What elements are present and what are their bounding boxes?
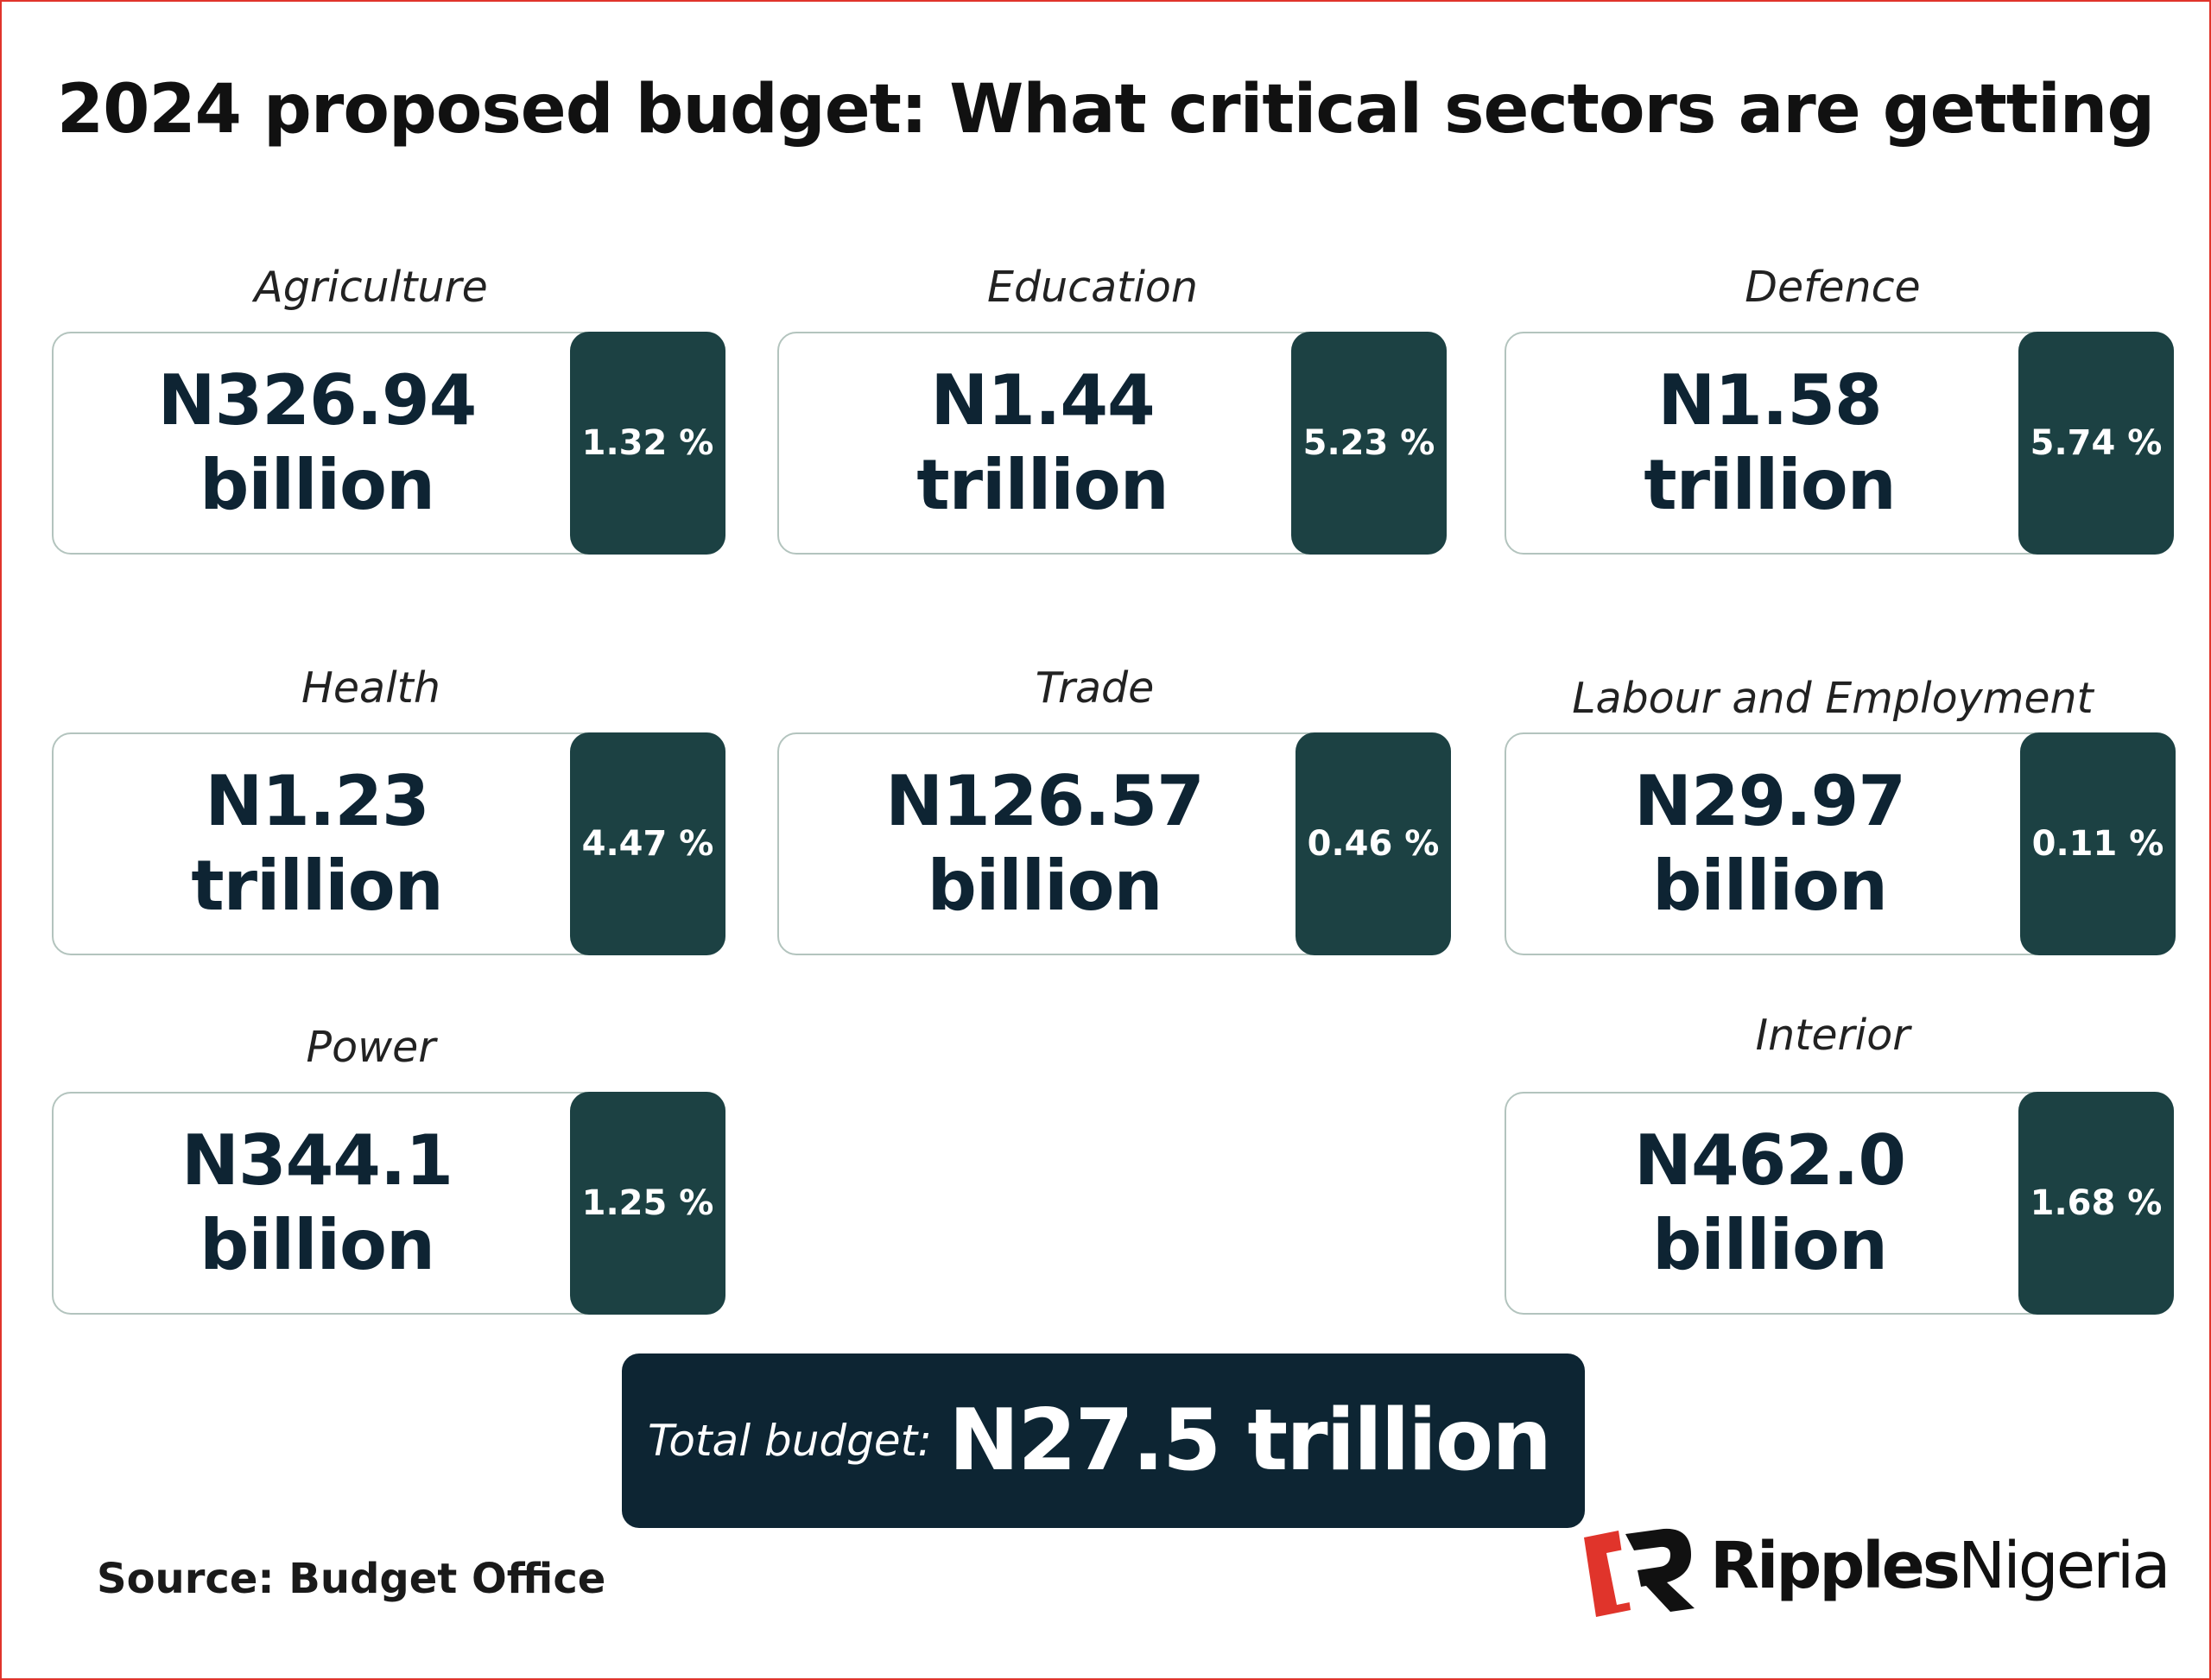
sector-share-badge: 1.68 % (2018, 1092, 2174, 1315)
sector-amount-value: N126.57 (885, 761, 1205, 841)
page-title: 2024 proposed budget: What critical sect… (56, 71, 2155, 149)
sector-amount: N462.0 billion (1506, 1094, 2033, 1313)
sector-share-badge: 1.25 % (570, 1092, 725, 1315)
sector-amount-unit: trillion (191, 846, 443, 926)
total-budget-panel: Total budget: N27.5 trillion (622, 1354, 1585, 1528)
sector-share-badge: 4.47 % (570, 732, 725, 955)
sector-amount-value: N462.0 (1634, 1120, 1906, 1201)
ripples-nigeria-logo: RipplesNigeria (1581, 1522, 2171, 1617)
sector-card-defence: N1.58 trillion 5.74 % (1505, 332, 2174, 555)
sector-label-labour-and-employment: Labour and Employment (1572, 674, 2094, 723)
sector-card-trade: N126.57 billion 0.46 % (777, 732, 1451, 955)
sector-amount-unit: billion (200, 1205, 435, 1285)
sector-amount: N126.57 billion (779, 734, 1310, 954)
sector-share-badge: 0.46 % (1296, 732, 1451, 955)
logo-wordmark-nigeria: Nigeria (1957, 1529, 2171, 1603)
sector-amount: N344.1 billion (54, 1094, 580, 1313)
sector-share-badge: 1.32 % (570, 332, 725, 555)
sector-amount: N1.58 trillion (1506, 333, 2033, 553)
total-budget-label: Total budget: (648, 1416, 933, 1466)
sector-amount-unit: billion (927, 846, 1163, 926)
sector-label-trade: Trade (1035, 663, 1155, 713)
sector-amount-value: N1.23 (205, 761, 429, 841)
sector-card-education: N1.44 trillion 5.23 % (777, 332, 1447, 555)
sector-share-badge: 5.23 % (1291, 332, 1447, 555)
sector-amount: N1.44 trillion (779, 333, 1306, 553)
sector-amount-value: N344.1 (181, 1120, 453, 1201)
sector-amount-unit: billion (1652, 846, 1888, 926)
sector-share-badge: 5.74 % (2018, 332, 2174, 555)
sector-amount: N326.94 billion (54, 333, 580, 553)
logo-wordmark: RipplesNigeria (1710, 1529, 2171, 1603)
sector-card-interior: N462.0 billion 1.68 % (1505, 1092, 2174, 1315)
sector-label-interior: Interior (1755, 1011, 1910, 1060)
sector-label-defence: Defence (1745, 263, 1921, 312)
logo-wordmark-ripples: Ripples (1710, 1529, 1961, 1603)
source-note: Source: Budget Office (97, 1555, 606, 1603)
sector-amount-value: N1.44 (930, 360, 1155, 441)
sector-label-education: Education (987, 263, 1198, 312)
sector-share-badge: 0.11 % (2020, 732, 2176, 955)
sector-amount-unit: trillion (1644, 445, 1896, 525)
sector-amount-unit: trillion (916, 445, 1169, 525)
total-budget-value: N27.5 trillion (948, 1392, 1552, 1490)
sector-card-agriculture: N326.94 billion 1.32 % (52, 332, 725, 555)
sector-amount-value: N1.58 (1657, 360, 1882, 441)
sector-card-health: N1.23 trillion 4.47 % (52, 732, 725, 955)
sector-card-labour-and-employment: N29.97 billion 0.11 % (1505, 732, 2176, 955)
sector-label-agriculture: Agriculture (254, 263, 488, 312)
sector-label-power: Power (306, 1023, 436, 1072)
sector-amount: N1.23 trillion (54, 734, 580, 954)
sector-amount: N29.97 billion (1506, 734, 2033, 954)
sector-amount-unit: billion (200, 445, 435, 525)
sector-label-health: Health (301, 663, 440, 713)
ripples-r-logo-icon (1584, 1528, 1695, 1617)
sector-card-power: N344.1 billion 1.25 % (52, 1092, 725, 1315)
sector-amount-unit: billion (1652, 1205, 1888, 1285)
sector-amount-value: N326.94 (157, 360, 478, 441)
sector-amount-value: N29.97 (1634, 761, 1906, 841)
